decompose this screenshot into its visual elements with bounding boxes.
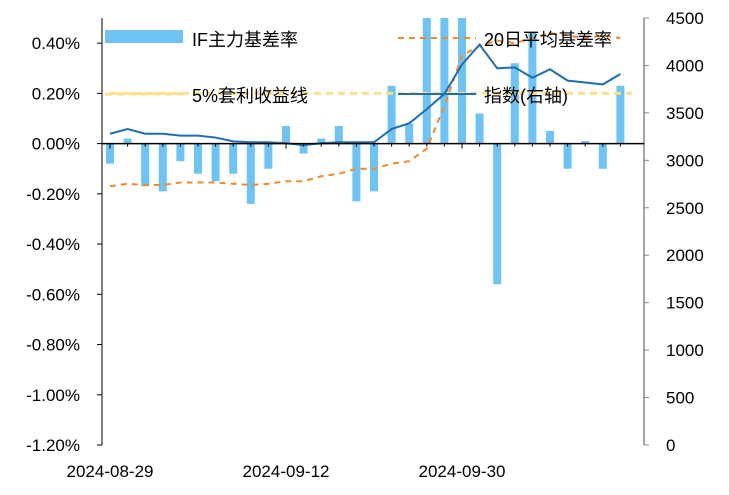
left-tick-label: -0.60% bbox=[26, 285, 80, 304]
index-line bbox=[109, 42, 621, 147]
ma20-line bbox=[109, 32, 621, 188]
left-tick-label: 0.00% bbox=[32, 135, 80, 154]
left-tick-label: 0.40% bbox=[32, 34, 80, 53]
x-tick-label: 2024-08-29 bbox=[67, 462, 154, 481]
basis-bar bbox=[528, 33, 537, 144]
basis-bars bbox=[106, 18, 625, 285]
basis-bar bbox=[493, 143, 502, 285]
right-tick-label: 2000 bbox=[666, 246, 704, 265]
basis-bar bbox=[422, 18, 431, 144]
basis-bar bbox=[158, 143, 167, 192]
right-tick-label: 500 bbox=[666, 389, 694, 408]
x-tick-label: 2024-09-30 bbox=[419, 462, 506, 481]
basis-bar bbox=[563, 143, 572, 169]
x-tick-label: 2024-09-12 bbox=[243, 462, 330, 481]
axes: -1.20% -1.00% -0.80% -0.60% -0.40% -0.20% 0.00… bbox=[26, 9, 704, 481]
basis-bar bbox=[176, 143, 185, 162]
basis-bar bbox=[282, 126, 290, 144]
series-lines bbox=[109, 32, 632, 188]
right-tick-label: 4000 bbox=[666, 56, 704, 75]
basis-bar bbox=[211, 143, 220, 182]
right-tick-label: 3500 bbox=[666, 104, 704, 123]
basis-bar bbox=[546, 131, 554, 144]
left-tick-label: -0.80% bbox=[26, 336, 80, 355]
basis-bar bbox=[405, 123, 414, 144]
basis-bar bbox=[370, 143, 378, 192]
legend-label-arb5: 5%套利收益线 bbox=[192, 86, 308, 106]
right-tick-label: 4500 bbox=[666, 9, 704, 28]
right-tick-label: 0 bbox=[666, 436, 675, 455]
basis-bar bbox=[334, 126, 343, 144]
basis-bar bbox=[475, 113, 484, 144]
basis-bar bbox=[616, 85, 625, 144]
left-tick-label: -1.20% bbox=[26, 436, 80, 455]
legend-label-basis: IF主力基差率 bbox=[192, 30, 298, 50]
legend-swatch-basis bbox=[105, 30, 183, 43]
basis-bar bbox=[246, 143, 255, 204]
basis-bar bbox=[229, 143, 238, 174]
legend: IF主力基差率 20日平均基差率 5%套利收益线 指数(右轴) bbox=[105, 30, 612, 106]
right-tick-label: 1000 bbox=[666, 341, 704, 360]
basis-bar bbox=[581, 141, 590, 144]
basis-bar bbox=[299, 143, 308, 154]
basis-bar bbox=[352, 143, 361, 202]
basis-bar bbox=[317, 138, 326, 144]
legend-label-ma20: 20日平均基差率 bbox=[484, 30, 612, 50]
basis-bar bbox=[194, 143, 202, 174]
basis-bar bbox=[440, 18, 449, 144]
basis-bar bbox=[458, 18, 466, 144]
basis-bar bbox=[141, 143, 150, 187]
basis-bar bbox=[598, 143, 607, 169]
basis-bar bbox=[510, 63, 519, 144]
left-tick-label: 0.20% bbox=[32, 84, 80, 103]
basis-bar bbox=[264, 143, 273, 169]
basis-bar bbox=[123, 138, 132, 144]
basis-bar bbox=[106, 143, 114, 164]
basis-bar bbox=[387, 85, 396, 144]
legend-label-index: 指数(右轴) bbox=[484, 86, 568, 106]
left-tick-label: -1.00% bbox=[26, 386, 80, 405]
left-tick-label: -0.40% bbox=[26, 235, 80, 254]
right-tick-label: 2500 bbox=[666, 199, 704, 218]
left-tick-label: -0.20% bbox=[26, 185, 80, 204]
right-tick-label: 1500 bbox=[666, 294, 704, 313]
right-tick-label: 3000 bbox=[666, 151, 704, 170]
